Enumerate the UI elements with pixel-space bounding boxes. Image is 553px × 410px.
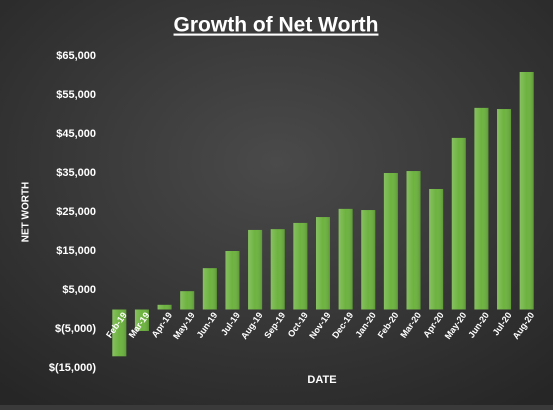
bar-shade <box>248 229 263 310</box>
chart-title: Growth of Net Worth <box>174 14 379 37</box>
bar-shade <box>293 222 308 310</box>
bar-shade <box>406 171 421 310</box>
y-tick-label: $(5,000) <box>55 323 96 335</box>
y-tick-label: $55,000 <box>56 89 96 101</box>
bar-shade <box>383 173 398 310</box>
bar-shade <box>429 188 444 310</box>
bar-shade <box>112 309 127 357</box>
bar-shade <box>315 217 331 310</box>
bar-shade <box>157 304 172 310</box>
y-tick-label: $35,000 <box>56 167 96 179</box>
y-tick-label: $(15,000) <box>49 362 96 374</box>
bar-shade <box>202 268 217 310</box>
y-axis-label: NET WORTH <box>21 182 32 243</box>
y-tick-label: $15,000 <box>56 245 96 257</box>
bar-shade <box>270 229 285 310</box>
bar-shade <box>180 291 195 310</box>
y-tick-label: $65,000 <box>56 50 96 62</box>
y-tick-label: $45,000 <box>56 128 96 140</box>
bar-shade <box>338 208 353 310</box>
bar-shade <box>474 107 489 310</box>
y-tick-label: $25,000 <box>56 206 96 218</box>
bar-shade <box>361 210 376 310</box>
y-tick-label: $5,000 <box>62 284 96 296</box>
bar-shade <box>451 137 466 310</box>
bar-shade <box>519 71 534 310</box>
bar-shade <box>134 309 149 331</box>
x-axis-label: DATE <box>307 374 336 386</box>
bar-shade <box>225 251 240 310</box>
bar-shade <box>497 109 512 310</box>
